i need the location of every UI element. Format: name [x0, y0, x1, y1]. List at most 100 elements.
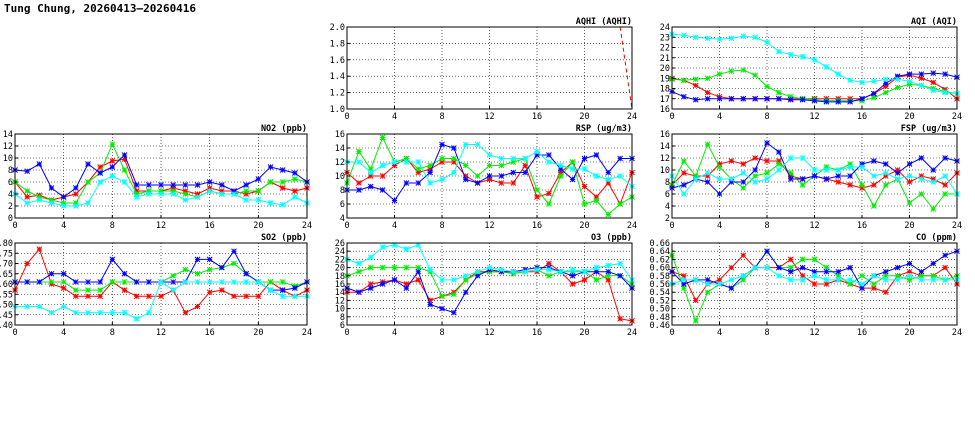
data-point: [291, 188, 298, 194]
data-point: [48, 200, 55, 206]
data-point: [617, 155, 623, 162]
data-point: [231, 293, 237, 300]
x-tick-label: 12: [809, 328, 819, 338]
data-point: [617, 272, 623, 279]
data-point: [72, 309, 79, 316]
data-point: [740, 33, 747, 40]
y-tick-label: 4: [8, 190, 13, 200]
data-point: [811, 167, 818, 173]
data-point: [279, 185, 286, 191]
y-tick-label: 1.0: [330, 105, 345, 115]
data-point: [918, 272, 925, 279]
data-point: [764, 158, 770, 164]
y-tick-label: 10: [3, 154, 13, 164]
data-point: [243, 182, 250, 188]
data-point: [427, 166, 433, 172]
data-point: [451, 309, 457, 316]
data-point: [356, 180, 362, 186]
data-point: [776, 161, 782, 167]
data-point: [799, 155, 806, 161]
data-point: [776, 95, 782, 102]
data-point: [728, 285, 735, 291]
x-tick-label: 4: [717, 328, 722, 338]
data-point: [415, 159, 422, 165]
data-point: [581, 155, 588, 162]
x-tick-label: 12: [484, 221, 494, 231]
data-point: [36, 197, 43, 203]
data-point: [569, 176, 576, 183]
data-point: [716, 161, 723, 167]
data-point: [871, 90, 877, 97]
y-tick-label: 0: [8, 214, 13, 224]
data-point: [206, 266, 213, 273]
data-point: [930, 206, 937, 212]
data-point: [716, 95, 723, 102]
data-point: [787, 96, 794, 103]
data-point: [121, 156, 128, 163]
data-point: [534, 187, 540, 193]
data-point: [451, 155, 457, 162]
data-point: [799, 272, 806, 279]
x-tick-label: 0: [344, 221, 349, 231]
data-point: [823, 268, 830, 275]
data-point: [811, 97, 818, 104]
data-point: [894, 167, 901, 173]
data-point: [847, 161, 853, 167]
data-point: [605, 268, 612, 275]
data-point: [835, 167, 842, 173]
data-point: [569, 272, 576, 279]
data-point: [415, 242, 422, 248]
data-point: [170, 287, 177, 294]
x-tick-label: 12: [484, 112, 494, 122]
data-point: [243, 188, 250, 194]
data-point: [605, 169, 612, 176]
data-point: [231, 188, 237, 194]
data-point: [24, 303, 31, 310]
data-point: [36, 279, 43, 285]
data-point: [847, 98, 853, 105]
data-point: [427, 266, 433, 273]
y-tick-label: 0.70: [0, 260, 13, 270]
data-point: [279, 293, 286, 300]
data-point: [930, 260, 937, 267]
data-point: [255, 279, 262, 285]
y-tick-label: 20: [335, 264, 345, 274]
data-point: [823, 176, 830, 182]
data-point: [72, 293, 79, 300]
data-point: [451, 277, 457, 283]
data-point: [906, 78, 913, 85]
data-point: [133, 191, 140, 197]
data-point: [942, 182, 948, 188]
data-point: [692, 297, 699, 304]
data-point: [692, 82, 699, 89]
data-point: [918, 277, 925, 283]
data-point: [403, 264, 410, 271]
data-point: [823, 164, 830, 170]
x-tick-label: 16: [857, 112, 867, 122]
x-tick-label: 24: [302, 328, 312, 338]
data-point: [581, 268, 588, 275]
data-point: [391, 242, 398, 248]
data-point: [894, 73, 901, 80]
data-point: [291, 176, 298, 182]
data-point: [133, 315, 140, 322]
data-point: [379, 281, 386, 287]
data-point: [60, 200, 67, 206]
data-point: [859, 79, 865, 86]
data-point: [145, 279, 152, 285]
data-point: [704, 35, 711, 42]
data-point: [605, 262, 612, 269]
data-point: [451, 159, 457, 165]
x-tick-label: 16: [857, 328, 867, 338]
x-tick-label: 16: [857, 221, 867, 231]
data-point: [811, 268, 818, 275]
data-point: [716, 191, 723, 197]
data-point: [930, 176, 937, 182]
data-point: [170, 191, 177, 197]
data-point: [510, 180, 517, 186]
x-tick-label: 4: [392, 112, 397, 122]
y-tick-label: 16: [335, 280, 345, 290]
data-point: [752, 72, 758, 79]
